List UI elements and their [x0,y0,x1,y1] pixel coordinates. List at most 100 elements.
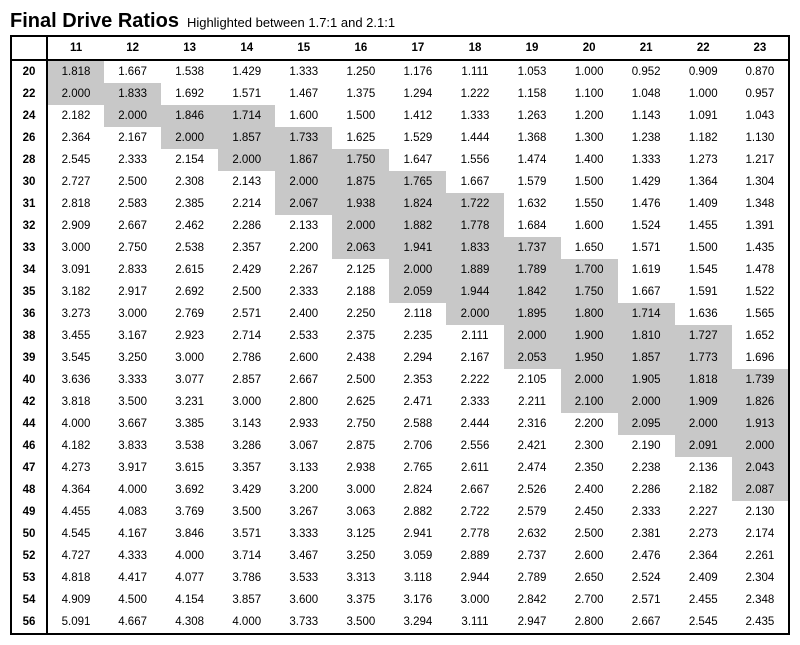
row-header: 26 [11,127,47,149]
ratio-cell: 1.111 [446,60,503,83]
ratio-cell: 1.522 [732,281,789,303]
ratio-cell: 1.158 [504,83,561,105]
ratio-cell: 2.267 [275,259,332,281]
ratio-cell: 1.429 [618,171,675,193]
ratio-cell: 1.176 [389,60,446,83]
ratio-cell: 1.700 [561,259,618,281]
ratio-cell: 2.500 [104,171,161,193]
row-header: 20 [11,60,47,83]
ratio-cell: 1.684 [504,215,561,237]
ratio-cell: 2.190 [618,435,675,457]
ratio-cell: 2.000 [218,149,275,171]
ratio-cell: 1.000 [561,60,618,83]
table-header-row: 11121314151617181920212223 [11,36,789,60]
ratio-cell: 1.810 [618,325,675,347]
ratio-cell: 1.692 [161,83,218,105]
ratio-cell: 2.818 [47,193,104,215]
ratio-cell: 3.385 [161,413,218,435]
ratio-cell: 1.647 [389,149,446,171]
ratio-cell: 1.556 [446,149,503,171]
table-row: 484.3644.0003.6923.4293.2003.0002.8242.6… [11,479,789,501]
ratio-cell: 2.800 [561,611,618,634]
ratio-cell: 2.476 [618,545,675,567]
ratio-cell: 3.538 [161,435,218,457]
ratio-cell: 2.438 [332,347,389,369]
ratio-cell: 2.727 [47,171,104,193]
ratio-cell: 4.308 [161,611,218,634]
ratio-cell: 2.385 [161,193,218,215]
ratio-cell: 2.429 [218,259,275,281]
ratio-cell: 4.273 [47,457,104,479]
ratio-cell: 1.130 [732,127,789,149]
ratio-cell: 1.455 [675,215,732,237]
table-row: 423.8183.5003.2313.0002.8002.6252.4712.3… [11,391,789,413]
row-header: 53 [11,567,47,589]
ratio-cell: 1.591 [675,281,732,303]
ratio-cell: 2.571 [218,303,275,325]
table-row: 524.7274.3334.0003.7143.4673.2503.0592.8… [11,545,789,567]
ratio-cell: 2.667 [446,479,503,501]
ratio-cell: 2.944 [446,567,503,589]
ratio-cell: 3.357 [218,457,275,479]
ratio-cell: 1.944 [446,281,503,303]
row-header: 44 [11,413,47,435]
ratio-cell: 2.182 [675,479,732,501]
ratio-cell: 2.000 [675,413,732,435]
ratio-cell: 2.154 [161,149,218,171]
ratio-cell: 1.409 [675,193,732,215]
column-header: 23 [732,36,789,60]
ratio-cell: 3.118 [389,567,446,589]
ratio-cell: 1.826 [732,391,789,413]
ratio-cell: 2.400 [275,303,332,325]
ratio-cell: 1.739 [732,369,789,391]
ratio-cell: 2.611 [446,457,503,479]
ratio-cell: 2.111 [446,325,503,347]
ratio-cell: 1.867 [275,149,332,171]
ratio-cell: 0.952 [618,60,675,83]
row-header: 42 [11,391,47,413]
ratio-cell: 1.053 [504,60,561,83]
ratio-cell: 2.667 [618,611,675,634]
ratio-cell: 1.478 [732,259,789,281]
ratio-cell: 2.304 [732,567,789,589]
ratio-cell: 1.600 [275,105,332,127]
ratio-cell: 2.824 [389,479,446,501]
ratio-cell: 1.714 [218,105,275,127]
ratio-cell: 3.273 [47,303,104,325]
ratio-cell: 2.474 [504,457,561,479]
ratio-cell: 2.200 [275,237,332,259]
ratio-cell: 2.737 [504,545,561,567]
ratio-cell: 2.000 [47,83,104,105]
table-row: 534.8184.4174.0773.7863.5333.3133.1182.9… [11,567,789,589]
ratio-cell: 2.100 [561,391,618,413]
ratio-cell: 3.714 [218,545,275,567]
ratio-cell: 2.188 [332,281,389,303]
ratio-cell: 1.391 [732,215,789,237]
ratio-cell: 2.273 [675,523,732,545]
ratio-cell: 2.500 [561,523,618,545]
ratio-cell: 1.571 [618,237,675,259]
ratio-cell: 3.313 [332,567,389,589]
ratio-cell: 2.722 [446,501,503,523]
ratio-cell: 1.300 [561,127,618,149]
ratio-cell: 1.565 [732,303,789,325]
ratio-cell: 2.238 [618,457,675,479]
column-header: 20 [561,36,618,60]
ratio-cell: 1.882 [389,215,446,237]
ratio-cell: 1.905 [618,369,675,391]
ratio-cell: 2.300 [561,435,618,457]
ratio-cell: 2.000 [104,105,161,127]
ratio-cell: 2.765 [389,457,446,479]
ratio-cell: 3.133 [275,457,332,479]
ratio-cell: 3.769 [161,501,218,523]
table-row: 464.1823.8333.5383.2863.0672.8752.7062.5… [11,435,789,457]
ratio-cell: 2.789 [504,567,561,589]
ratio-cell: 2.462 [161,215,218,237]
ratio-cell: 1.476 [618,193,675,215]
ratio-cell: 1.650 [561,237,618,259]
ratio-cell: 3.375 [332,589,389,611]
ratio-cell: 1.789 [504,259,561,281]
ratio-cell: 1.909 [675,391,732,413]
ratio-cell: 2.778 [446,523,503,545]
ratio-cell: 2.211 [504,391,561,413]
